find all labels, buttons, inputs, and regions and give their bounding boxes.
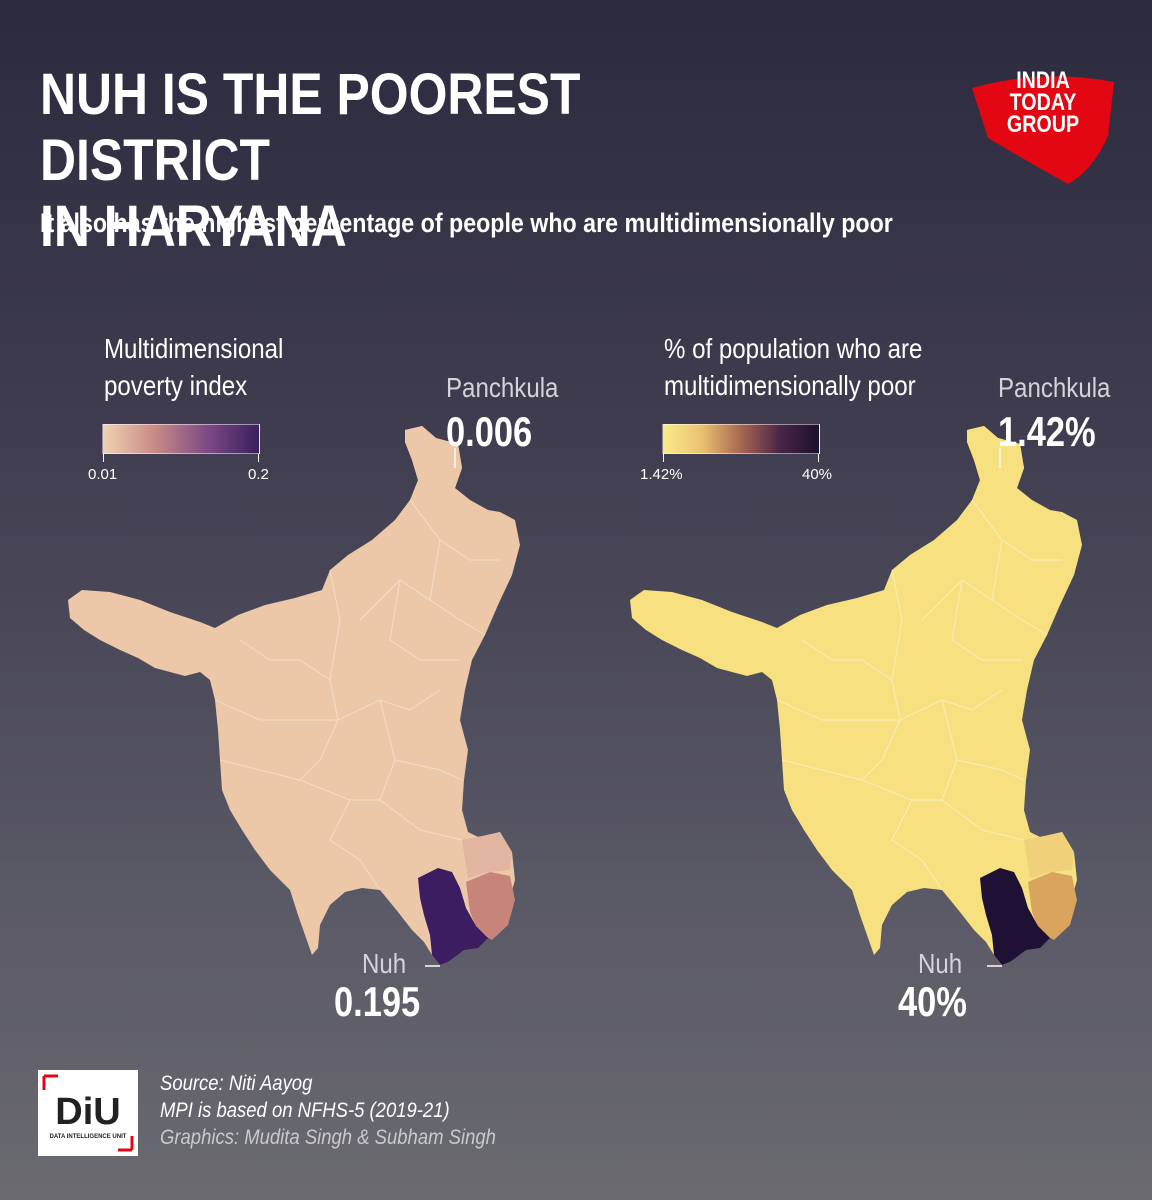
legend-tick-max-mpi bbox=[258, 454, 259, 462]
legend-max-percent: 40% bbox=[802, 466, 833, 483]
legend-title-percent-line2: multidimensionally poor bbox=[664, 370, 916, 401]
callout-nuh-value-percent: 40% bbox=[898, 978, 967, 1025]
source-text: Source: Niti Aayog bbox=[160, 1072, 313, 1095]
district-panchkula-mpi bbox=[405, 426, 462, 492]
methodology-note: MPI is based on NFHS-5 (2019-21) bbox=[160, 1099, 450, 1122]
legend-tick-min-percent bbox=[663, 454, 664, 462]
legend-min-percent: 1.42% bbox=[640, 466, 683, 483]
diu-logo-subtext: DATA INTELLIGENCE UNIT bbox=[50, 1134, 127, 1140]
legend-title-mpi: Multidimensional poverty index bbox=[104, 330, 283, 404]
legend-tick-min-mpi bbox=[103, 454, 104, 462]
graphics-credit: Graphics: Mudita Singh & Subham Singh bbox=[160, 1126, 496, 1149]
legend-title-percent: % of population who are multidimensional… bbox=[664, 330, 922, 404]
callout-nuh-name-mpi: Nuh bbox=[362, 948, 407, 979]
legend-gradient-percent bbox=[662, 424, 820, 454]
legend-title-percent-line1: % of population who are bbox=[664, 333, 923, 364]
callout-panchkula-value-percent: 1.42% bbox=[998, 408, 1096, 455]
callout-panchkula-name-mpi: Panchkula bbox=[446, 372, 559, 403]
mpi-map bbox=[68, 426, 520, 967]
title-line-2: IN HARYANA bbox=[40, 194, 347, 259]
callout-panchkula-value-mpi: 0.006 bbox=[446, 408, 533, 455]
callout-nuh-value-mpi: 0.195 bbox=[334, 978, 421, 1025]
india-today-group-logo: INDIA TODAY GROUP bbox=[968, 58, 1118, 188]
logo-line-india: INDIA bbox=[1016, 67, 1070, 94]
diu-logo-text: DiU bbox=[55, 1091, 120, 1133]
legend-gradient-mpi bbox=[102, 424, 260, 454]
legend-max-mpi: 0.2 bbox=[248, 466, 269, 483]
legend-min-mpi: 0.01 bbox=[88, 466, 118, 483]
diu-logo: DiU DATA INTELLIGENCE UNIT bbox=[38, 1070, 138, 1156]
district-panchkula-percent bbox=[967, 426, 1024, 492]
diu-badge-icon: DiU DATA INTELLIGENCE UNIT bbox=[38, 1070, 138, 1156]
legend-title-mpi-line1: Multidimensional bbox=[104, 333, 284, 364]
source-block: Source: Niti Aayog MPI is based on NFHS-… bbox=[160, 1070, 542, 1151]
logo-line-group: GROUP bbox=[1006, 111, 1080, 138]
page-subtitle: It also has the highest percentage of pe… bbox=[40, 208, 893, 238]
legend-title-mpi-line2: poverty index bbox=[104, 370, 248, 401]
legend-tick-max-percent bbox=[818, 454, 819, 462]
title-line-1: NUH IS THE POOREST DISTRICT bbox=[40, 62, 581, 193]
percent-poor-map bbox=[630, 426, 1082, 967]
logo-wordmark: INDIA TODAY GROUP bbox=[982, 67, 1105, 138]
callout-panchkula-name-percent: Panchkula bbox=[998, 372, 1111, 403]
page-title: NUH IS THE POOREST DISTRICT IN HARYANA bbox=[40, 62, 797, 260]
logo-line-today: TODAY bbox=[1009, 89, 1077, 116]
callout-nuh-name-percent: Nuh bbox=[918, 948, 963, 979]
logo-shape-icon bbox=[972, 76, 1114, 184]
